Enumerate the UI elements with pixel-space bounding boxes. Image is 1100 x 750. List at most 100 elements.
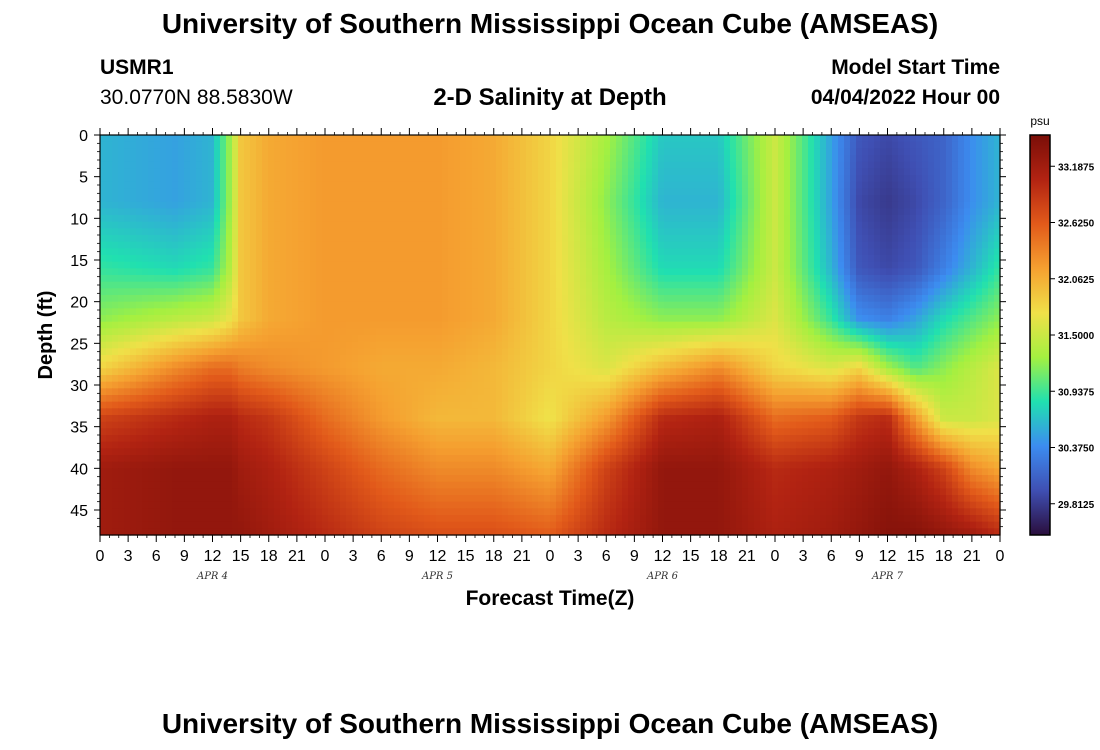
heatmap-cell (568, 321, 575, 329)
heatmap-cell (160, 261, 167, 269)
heatmap-cell (946, 321, 953, 329)
heatmap-cell (472, 168, 479, 176)
heatmap-cell (280, 215, 287, 223)
heatmap-cell (286, 295, 293, 303)
heatmap-cell (556, 208, 563, 216)
heatmap-cell (172, 241, 179, 249)
heatmap-cell (736, 348, 743, 356)
heatmap-cell (544, 295, 551, 303)
heatmap-cell (484, 301, 491, 309)
heatmap-cell (946, 308, 953, 316)
heatmap-cell (334, 148, 341, 156)
heatmap-cell (838, 301, 845, 309)
heatmap-cell (244, 195, 251, 203)
heatmap-cell (490, 281, 497, 289)
heatmap-cell (628, 135, 635, 143)
heatmap-cell (874, 181, 881, 189)
heatmap-cell (340, 175, 347, 183)
heatmap-cell (460, 215, 467, 223)
heatmap-cell (874, 261, 881, 269)
heatmap-cell (802, 161, 809, 169)
heatmap-cell (184, 261, 191, 269)
heatmap-cell (952, 295, 959, 303)
heatmap-cell (166, 228, 173, 236)
heatmap-cell (160, 168, 167, 176)
heatmap-cell (748, 241, 755, 249)
heatmap-cell (226, 268, 233, 276)
heatmap-cell (526, 288, 533, 296)
heatmap-cell (160, 195, 167, 203)
heatmap-cell (682, 295, 689, 303)
heatmap-cell (544, 235, 551, 243)
heatmap-cell (976, 248, 983, 256)
heatmap-cell (136, 288, 143, 296)
heatmap-cell (112, 161, 119, 169)
heatmap-cell (214, 135, 221, 143)
heatmap-cell (712, 135, 719, 143)
heatmap-cell (568, 315, 575, 323)
heatmap-cell (346, 195, 353, 203)
heatmap-cell (892, 301, 899, 309)
heatmap-cell (760, 221, 767, 229)
heatmap-cell (856, 141, 863, 149)
heatmap-cell (970, 255, 977, 263)
heatmap-cell (970, 308, 977, 316)
heatmap-cell (754, 321, 761, 329)
heatmap-cell (196, 348, 203, 356)
heatmap-cell (490, 268, 497, 276)
heatmap-cell (394, 228, 401, 236)
heatmap-cell (352, 321, 359, 329)
heatmap-cell (862, 281, 869, 289)
heatmap-cell (574, 141, 581, 149)
heatmap-cell (850, 341, 857, 349)
heatmap-cell (982, 315, 989, 323)
heatmap-cell (478, 201, 485, 209)
heatmap-cell (250, 188, 257, 196)
heatmap-cell (406, 275, 413, 283)
heatmap-cell (598, 295, 605, 303)
heatmap-cell (946, 341, 953, 349)
heatmap-cell (412, 328, 419, 336)
heatmap-cell (190, 201, 197, 209)
heatmap-cell (244, 321, 251, 329)
heatmap-cell (280, 195, 287, 203)
heatmap-cell (910, 221, 917, 229)
heatmap-cell (478, 341, 485, 349)
heatmap-cell (574, 301, 581, 309)
heatmap-cell (694, 141, 701, 149)
heatmap-cell (358, 335, 365, 343)
heatmap-cell (412, 175, 419, 183)
heatmap-cell (232, 341, 239, 349)
heatmap-cell (442, 201, 449, 209)
heatmap-cell (718, 275, 725, 283)
heatmap-cell (166, 208, 173, 216)
heatmap-cell (436, 155, 443, 163)
heatmap-cell (772, 155, 779, 163)
heatmap-cell (418, 321, 425, 329)
heatmap-cell (526, 348, 533, 356)
heatmap-cell (196, 235, 203, 243)
heatmap-cell (460, 248, 467, 256)
heatmap-cell (406, 168, 413, 176)
heatmap-cell (106, 228, 113, 236)
heatmap-cell (640, 275, 647, 283)
heatmap-cell (754, 328, 761, 336)
heatmap-cell (940, 228, 947, 236)
heatmap-cell (406, 221, 413, 229)
heatmap-cell (916, 255, 923, 263)
heatmap-cell (304, 168, 311, 176)
heatmap-cell (994, 215, 1001, 223)
heatmap-cell (700, 181, 707, 189)
heatmap-cell (430, 341, 437, 349)
heatmap-cell (796, 275, 803, 283)
heatmap-cell (256, 328, 263, 336)
heatmap-cell (844, 215, 851, 223)
heatmap-cell (802, 181, 809, 189)
heatmap-cell (376, 248, 383, 256)
heatmap-cell (700, 175, 707, 183)
heatmap-cell (688, 248, 695, 256)
heatmap-cell (820, 321, 827, 329)
heatmap-cell (940, 195, 947, 203)
heatmap-cell (730, 135, 737, 143)
heatmap-cell (796, 195, 803, 203)
